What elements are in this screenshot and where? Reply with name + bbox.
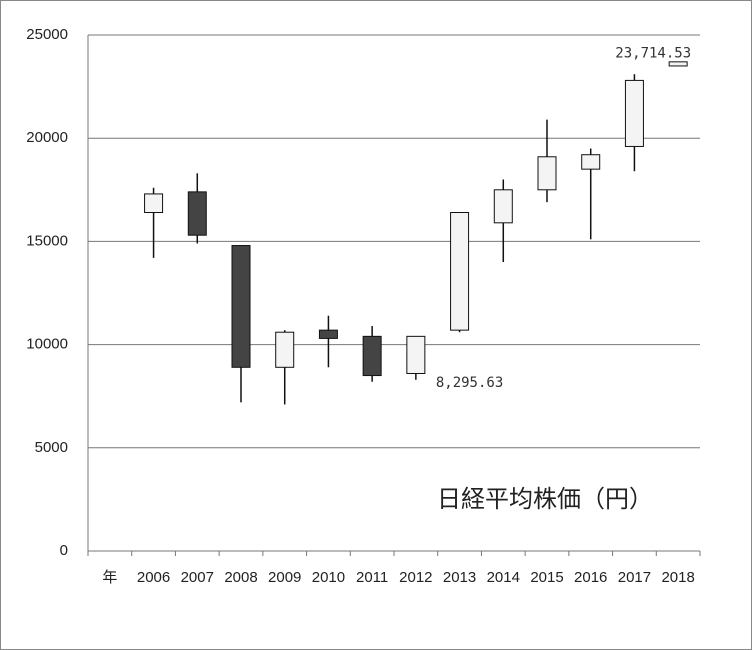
- candle-body: [493, 189, 513, 224]
- x-tick-label: 2007: [181, 569, 214, 586]
- y-tick-label: 10000: [26, 336, 68, 353]
- x-tick-label: 2012: [399, 569, 432, 586]
- candle-body: [581, 154, 601, 170]
- candle-body: [362, 335, 382, 377]
- x-tick-label: 2014: [487, 569, 520, 586]
- candle-body: [231, 245, 251, 368]
- y-tick-label: 15000: [26, 232, 68, 249]
- x-tick-label: 2008: [224, 569, 257, 586]
- candle-body: [187, 191, 207, 236]
- y-tick-label: 20000: [26, 129, 68, 146]
- data-label: 23,714.53: [615, 46, 691, 62]
- y-tick-label: 0: [60, 542, 68, 559]
- candle-body: [144, 193, 164, 214]
- candle-body: [318, 329, 338, 339]
- candle-body: [668, 61, 688, 67]
- data-label: 8,295.63: [436, 375, 503, 391]
- x-tick-label: 2018: [661, 569, 694, 586]
- x-tick-label: 2015: [530, 569, 563, 586]
- y-tick-label: 25000: [26, 26, 68, 43]
- x-tick-label: 2006: [137, 569, 170, 586]
- candle-body: [450, 212, 470, 331]
- x-tick-label: 年: [102, 569, 117, 586]
- x-tick-label: 2010: [312, 569, 345, 586]
- x-tick-label: 2013: [443, 569, 476, 586]
- candle-body: [275, 331, 295, 368]
- x-tick-label: 2009: [268, 569, 301, 586]
- y-tick-label: 5000: [35, 439, 68, 456]
- candle-body: [537, 156, 557, 191]
- candle-body: [624, 79, 644, 147]
- x-tick-label: 2017: [618, 569, 651, 586]
- candle-body: [406, 335, 426, 374]
- x-tick-label: 2011: [356, 569, 388, 586]
- chart-title: 日経平均株価（円）: [437, 485, 653, 513]
- x-tick-label: 2016: [574, 569, 607, 586]
